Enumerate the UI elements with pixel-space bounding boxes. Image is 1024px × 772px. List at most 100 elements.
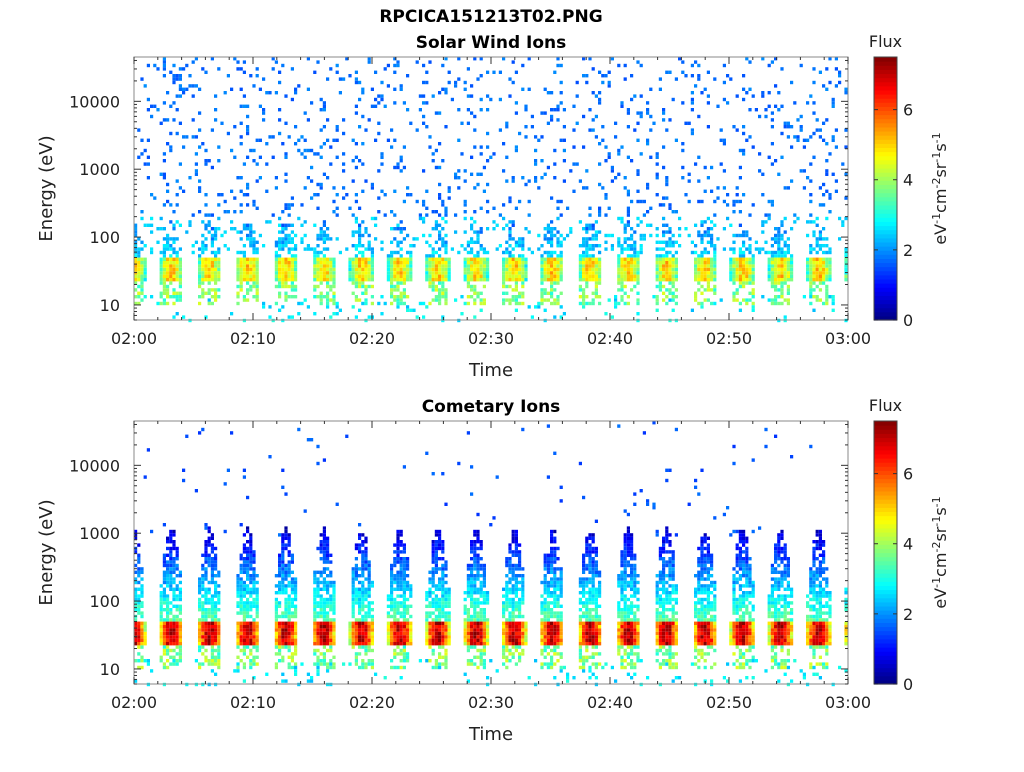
heatmap-cell — [140, 247, 143, 250]
heatmap-cell — [211, 577, 214, 580]
heatmap-cell — [332, 292, 335, 295]
heatmap-cell — [371, 278, 374, 281]
heatmap-cell — [425, 642, 428, 645]
heatmap-cell — [246, 496, 249, 499]
heatmap-cell — [176, 635, 179, 638]
heatmap-cell — [281, 537, 284, 540]
heatmap-cell — [144, 258, 147, 261]
heatmap-cell — [166, 632, 169, 635]
heatmap-cell — [144, 639, 147, 642]
heatmap-cell — [217, 159, 220, 162]
heatmap-cell — [172, 656, 175, 659]
heatmap-cell — [400, 611, 403, 614]
heatmap-cell — [713, 278, 716, 281]
heatmap-cell — [284, 281, 287, 284]
heatmap-cell — [480, 227, 483, 230]
heatmap-cell — [716, 196, 719, 199]
heatmap-cell — [764, 115, 767, 118]
heatmap-cell — [531, 315, 534, 318]
heatmap-cell — [214, 601, 217, 604]
heatmap-cell — [208, 642, 211, 645]
heatmap-cell — [540, 244, 543, 247]
heatmap-cell — [361, 615, 364, 618]
heatmap-cell — [617, 271, 620, 274]
heatmap-cell — [364, 288, 367, 291]
heatmap-cell — [243, 652, 246, 655]
heatmap-cell — [211, 567, 214, 570]
heatmap-cell — [352, 594, 355, 597]
heatmap-cell — [140, 591, 143, 594]
heatmap-cell — [243, 588, 246, 591]
heatmap-cell — [396, 622, 399, 625]
heatmap-cell — [700, 271, 703, 274]
heatmap-cell — [604, 312, 607, 315]
heatmap-cell — [608, 81, 611, 84]
heatmap-cell — [444, 241, 447, 244]
heatmap-cell — [630, 98, 633, 101]
heatmap-cell — [214, 557, 217, 560]
heatmap-cell — [438, 111, 441, 114]
heatmap-cell — [204, 264, 207, 267]
heatmap-cell — [592, 254, 595, 257]
heatmap-cell — [518, 278, 521, 281]
heatmap-cell — [236, 261, 239, 264]
heatmap-cell — [435, 264, 438, 267]
heatmap-cell — [323, 635, 326, 638]
heatmap-cell — [473, 115, 476, 118]
heatmap-cell — [528, 247, 531, 250]
heatmap-cell — [521, 295, 524, 298]
heatmap-cell — [256, 611, 259, 614]
heatmap-cell — [480, 98, 483, 101]
heatmap-cell — [291, 642, 294, 645]
heatmap-cell — [406, 108, 409, 111]
heatmap-cell — [544, 292, 547, 295]
heatmap-cell — [592, 258, 595, 261]
heatmap-cell — [592, 227, 595, 230]
heatmap-cell — [326, 268, 329, 271]
heatmap-cell — [240, 261, 243, 264]
heatmap-cell — [438, 237, 441, 240]
heatmap-cell — [326, 642, 329, 645]
heatmap-cell — [163, 247, 166, 250]
heatmap-cell — [361, 115, 364, 118]
heatmap-cell — [176, 275, 179, 278]
heatmap-cell — [656, 261, 659, 264]
heatmap-cell — [329, 145, 332, 148]
heatmap-cell — [284, 577, 287, 580]
heatmap-cell — [748, 251, 751, 254]
heatmap-cell — [473, 258, 476, 261]
heatmap-cell — [166, 540, 169, 543]
heatmap-cell — [710, 271, 713, 274]
heatmap-cell — [553, 108, 556, 111]
heatmap-cell — [556, 264, 559, 267]
heatmap-cell — [284, 227, 287, 230]
heatmap-cell — [704, 220, 707, 223]
heatmap-cell — [480, 145, 483, 148]
heatmap-cell — [441, 285, 444, 288]
heatmap-cell — [438, 268, 441, 271]
heatmap-cell — [406, 557, 409, 560]
heatmap-cell — [236, 662, 239, 665]
heatmap-cell — [713, 258, 716, 261]
heatmap-cell — [268, 455, 271, 458]
heatmap-cell — [310, 247, 313, 250]
heatmap-cell — [396, 288, 399, 291]
heatmap-cell — [316, 615, 319, 618]
heatmap-cell — [361, 642, 364, 645]
heatmap-cell — [844, 88, 847, 91]
heatmap-cell — [387, 632, 390, 635]
heatmap-cell — [393, 608, 396, 611]
heatmap-cell — [252, 662, 255, 665]
heatmap-cell — [169, 584, 172, 587]
heatmap-cell — [780, 258, 783, 261]
heatmap-cell — [393, 625, 396, 628]
heatmap-cell — [364, 639, 367, 642]
heatmap-cell — [409, 275, 412, 278]
heatmap-cell — [284, 645, 287, 648]
colorbar-step — [874, 139, 897, 144]
heatmap-cell — [563, 125, 566, 128]
heatmap-cell — [739, 275, 742, 278]
heatmap-cell — [825, 261, 828, 264]
heatmap-cell — [326, 247, 329, 250]
heatmap-cell — [825, 288, 828, 291]
